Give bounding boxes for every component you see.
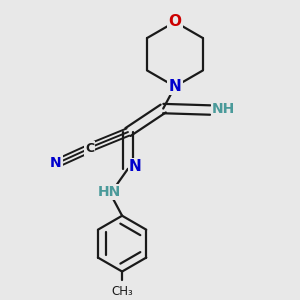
Text: C: C <box>85 142 94 155</box>
Text: N: N <box>129 159 142 174</box>
Text: NH: NH <box>212 102 235 116</box>
Text: CH₃: CH₃ <box>111 285 133 298</box>
Text: O: O <box>169 14 182 29</box>
Text: HN: HN <box>97 185 121 199</box>
Text: N: N <box>169 79 181 94</box>
Text: N: N <box>50 156 62 170</box>
